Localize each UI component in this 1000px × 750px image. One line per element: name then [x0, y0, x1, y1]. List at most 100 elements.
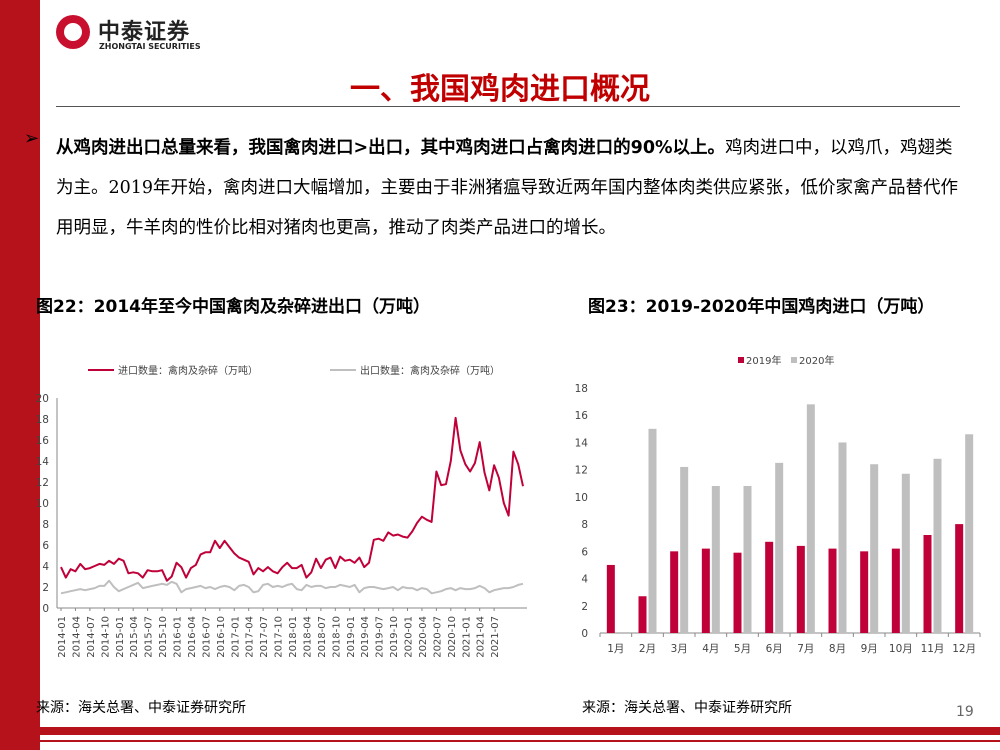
bar-2020: [775, 462, 784, 633]
y-tick-label: 2: [42, 582, 49, 594]
bar-2019: [765, 541, 774, 633]
x-tick-label: 2016-04: [187, 616, 198, 658]
bullet-arrow-icon: ➢: [24, 128, 40, 149]
x-tick-label: 2020-04: [418, 616, 429, 658]
x-tick-label: 2018-04: [302, 616, 313, 658]
logo-mark-icon: [56, 15, 90, 49]
bottom-accent-line: [0, 740, 1000, 742]
bar-chart-chicken-import: 2019年 2020年 0 2 4 6 8 10 12 14 16 18 1月 2月 3月 4月 5月 6月 7月 8…: [575, 354, 981, 655]
x-tick-label: 2021-01: [461, 616, 472, 658]
x-tick-label: 1月: [607, 643, 624, 655]
bar-2019: [638, 596, 647, 633]
y-tick-label: 10: [575, 492, 588, 504]
line-chart-poultry-trade: 进口数量：禽肉及杂碎（万吨） 出口数量：禽肉及杂碎（万吨） 0 2 4 6 8 10 12 14 1…: [36, 364, 527, 658]
x-tick-label: 2021-04: [476, 616, 487, 658]
x-tick-label: 2014-04: [71, 616, 82, 658]
bottom-accent-bar: [0, 727, 1000, 735]
x-tick-label: 2020-10: [447, 616, 458, 658]
bullet-body-text: 鸡肉进口中，以鸡爪，鸡翅类为主。2019年开始，禽肉进口大幅增加，主要由于非洲猪…: [56, 138, 959, 238]
x-tick-label: 2017-10: [274, 616, 285, 658]
left-accent-bar: [0, 0, 40, 750]
y-tick-label: 4: [42, 561, 49, 573]
bullet-bold-text: 从鸡肉进出口总量来看，我国禽肉进口>出口，其中鸡肉进口占禽肉进口的90%以上。: [56, 138, 726, 158]
y-tick-label: 16: [36, 435, 50, 447]
x-tick-label: 2014-07: [86, 616, 97, 658]
legend-label: 进口数量：禽肉及杂碎（万吨）: [118, 364, 258, 377]
y-tick-label: 16: [575, 410, 589, 422]
x-tick-label: 3月: [671, 643, 688, 655]
bar-2019: [606, 564, 615, 633]
legend-swatch: [791, 357, 797, 363]
legend-label: 2020年: [799, 354, 834, 367]
x-tick-label: 9月: [861, 643, 878, 655]
legend-swatch: [738, 357, 744, 363]
y-tick-label: 6: [581, 546, 588, 558]
x-tick-label: 2018-10: [331, 616, 342, 658]
y-tick-label: 0: [42, 603, 49, 615]
y-tick-label: 12: [575, 465, 588, 477]
x-tick-label: 10月: [889, 643, 913, 655]
y-tick-label: 0: [581, 628, 588, 640]
x-tick-label: 2015-01: [115, 616, 126, 658]
x-tick-label: 2019-04: [360, 616, 371, 658]
bar-2020: [933, 458, 942, 633]
bar-2019: [860, 551, 869, 633]
brand-logo: 中泰证券 ZHONGTAI SECURITIES: [56, 12, 216, 62]
x-tick-label: 2020-01: [404, 616, 415, 658]
x-tick-label: 2015-10: [158, 616, 169, 658]
x-tick-label: 2020-07: [432, 616, 443, 658]
bar-2019: [891, 548, 900, 633]
y-tick-label: 10: [36, 498, 49, 510]
x-tick-label: 2014-01: [57, 616, 68, 658]
bar-2020: [901, 473, 910, 633]
bar-2020: [711, 486, 720, 633]
x-tick-label: 6月: [766, 643, 783, 655]
x-tick-label: 2019-07: [375, 616, 386, 658]
title-divider: [56, 106, 960, 107]
legend-label: 2019年: [746, 354, 781, 367]
bar-2019: [670, 551, 679, 633]
page-number: 19: [956, 704, 974, 720]
bar-2019: [796, 545, 805, 633]
y-tick-label: 18: [36, 414, 49, 426]
x-tick-label: 2017-07: [259, 616, 270, 658]
x-tick-label: 2019-10: [389, 616, 400, 658]
y-tick-label: 8: [42, 519, 49, 531]
bar-2019: [828, 548, 837, 633]
x-tick-label: 2月: [639, 643, 656, 655]
bar-2019: [955, 524, 964, 633]
bar-2019: [701, 548, 710, 633]
x-tick-label: 4月: [702, 643, 719, 655]
x-tick-label: 2014-10: [100, 616, 111, 658]
x-tick-label: 2021-07: [490, 616, 501, 658]
y-tick-label: 4: [581, 574, 588, 586]
x-tick-label: 7月: [797, 643, 814, 655]
x-tick-label: 2016-01: [173, 616, 184, 658]
bar-2019: [923, 535, 932, 633]
y-tick-label: 8: [581, 519, 588, 531]
slide-title: 一、我国鸡肉进口概况: [350, 72, 650, 107]
x-tick-label: 11月: [921, 643, 945, 655]
x-tick-label: 5月: [734, 643, 751, 655]
export-series-line: [60, 579, 524, 595]
bar-2020: [965, 434, 974, 633]
y-tick-label: 12: [36, 477, 49, 489]
x-tick-label: 2019-01: [346, 616, 357, 658]
x-tick-label: 12月: [952, 643, 976, 655]
x-tick-label: 2017-04: [245, 616, 256, 658]
figure-23-title: 图23：2019-2020年中国鸡肉进口（万吨）: [588, 297, 935, 317]
y-tick-label: 2: [581, 601, 588, 613]
source-note-left: 来源：海关总署、中泰证券研究所: [36, 700, 246, 716]
bar-2020: [838, 442, 847, 633]
x-tick-label: 8月: [829, 643, 846, 655]
bar-2020: [870, 464, 879, 633]
x-tick-label: 2016-10: [216, 616, 227, 658]
bar-2020: [680, 466, 689, 633]
bar-2019: [733, 552, 742, 633]
bar-2020: [743, 486, 752, 633]
brand-name-en: ZHONGTAI SECURITIES: [99, 42, 201, 51]
y-tick-label: 20: [36, 393, 49, 405]
y-tick-label: 14: [36, 456, 50, 468]
bullet-paragraph: 从鸡肉进出口总量来看，我国禽肉进口>出口，其中鸡肉进口占禽肉进口的90%以上。鸡…: [56, 128, 966, 248]
y-tick-label: 14: [575, 437, 589, 449]
